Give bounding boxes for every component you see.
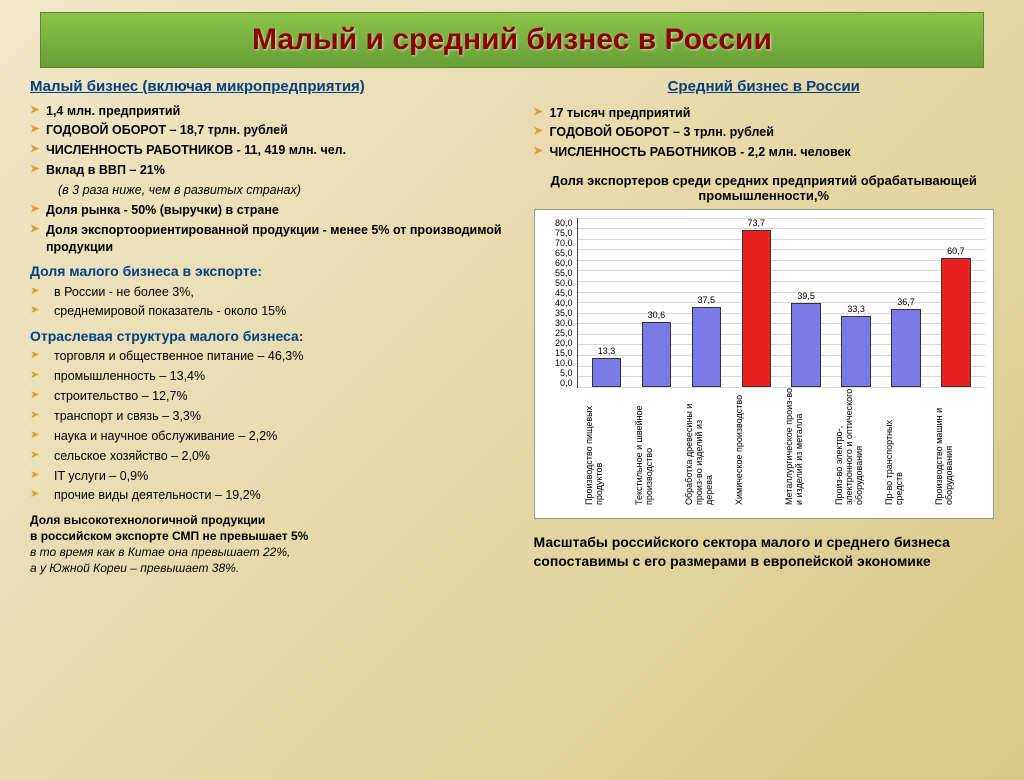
right-heading: Средний бизнес в России: [534, 78, 994, 95]
bar: [742, 230, 771, 387]
list-item: сельское хозяйство – 2,0%: [30, 446, 514, 466]
left-heading: Малый бизнес (включая микропредприятия): [30, 78, 514, 95]
bar-value-label: 36,7: [897, 297, 915, 307]
list-item: в России - не более 3%,: [30, 282, 514, 302]
bar-chart: 80,075,070,065,060,055,050,045,040,035,0…: [534, 209, 994, 519]
right-column: Средний бизнес в России 17 тысяч предпри…: [534, 78, 994, 577]
bar-value-label: 39,5: [797, 291, 815, 301]
bar-value-label: 33,3: [847, 304, 865, 314]
y-tick: 55,0: [543, 268, 573, 278]
list-item-sub: (в 3 раза ниже, чем в развитых странах): [30, 181, 514, 201]
list-item: 17 тысяч предприятий: [534, 103, 994, 123]
x-label: Металлургическое произ-во и изделий из м…: [785, 388, 827, 508]
bar-slot: 13,3: [586, 346, 628, 386]
bar: [891, 309, 920, 387]
sector-title: Отраслевая структура малого бизнеса:: [30, 328, 514, 344]
y-tick: 50,0: [543, 278, 573, 288]
y-tick: 45,0: [543, 288, 573, 298]
x-label: Обработка древесины и произ-во изделий и…: [685, 388, 727, 508]
x-label: Произ-во электро-, электронного и оптиче…: [835, 388, 877, 508]
left-column: Малый бизнес (включая микропредприятия) …: [30, 78, 514, 577]
bar-value-label: 37,5: [698, 295, 716, 305]
y-tick: 65,0: [543, 248, 573, 258]
y-tick: 80,0: [543, 218, 573, 228]
y-tick: 30,0: [543, 318, 573, 328]
bar-value-label: 60,7: [947, 246, 965, 256]
y-tick: 15,0: [543, 348, 573, 358]
y-tick: 20,0: [543, 338, 573, 348]
bar-slot: 37,5: [685, 295, 727, 387]
y-tick: 5,0: [543, 368, 573, 378]
x-label: Производство пищевых продуктов: [585, 388, 627, 508]
sector-list: торговля и общественное питание – 46,3% …: [30, 347, 514, 506]
list-item: ГОДОВОЙ ОБОРОТ – 3 трлн. рублей: [534, 123, 994, 143]
left-bullets-1: 1,4 млн. предприятий ГОДОВОЙ ОБОРОТ – 18…: [30, 101, 514, 257]
export-list: в России - не более 3%, среднемировой по…: [30, 282, 514, 322]
list-item: среднемировой показатель - около 15%: [30, 302, 514, 322]
chart-title: Доля экспортеров среди средних предприят…: [534, 173, 994, 203]
x-label: Пр-во транспортных средств: [885, 388, 927, 508]
list-item: торговля и общественное питание – 46,3%: [30, 347, 514, 367]
footnote: Доля высокотехнологичной продукции в рос…: [30, 512, 514, 577]
bar: [941, 258, 970, 387]
footnote-line: в то время как в Китае она превышает 22%…: [30, 544, 514, 560]
footnote-line: а у Южной Кореи – превышает 38%.: [30, 560, 514, 576]
bar-slot: 33,3: [835, 304, 877, 387]
list-item: прочие виды деятельности – 19,2%: [30, 486, 514, 506]
summary-text: Масштабы российского сектора малого и ср…: [534, 533, 994, 571]
right-bullets: 17 тысяч предприятий ГОДОВОЙ ОБОРОТ – 3 …: [534, 103, 994, 163]
bar-slot: 60,7: [935, 246, 977, 387]
export-title: Доля малого бизнеса в экспорте:: [30, 263, 514, 279]
content: Малый бизнес (включая микропредприятия) …: [0, 78, 1024, 577]
list-item: ЧИСЛЕННОСТЬ РАБОТНИКОВ - 11, 419 млн. че…: [30, 141, 514, 161]
bar: [791, 303, 820, 387]
x-label: Химическое производство: [735, 388, 777, 508]
page-title: Малый и средний бизнес в России: [61, 23, 963, 57]
list-item: промышленность – 13,4%: [30, 367, 514, 387]
x-label: Текстильное и швейное производство: [635, 388, 677, 508]
bar: [692, 307, 721, 387]
footnote-line: Доля высокотехнологичной продукции: [30, 512, 514, 528]
y-tick: 35,0: [543, 308, 573, 318]
bar-slot: 73,7: [735, 218, 777, 387]
title-bar: Малый и средний бизнес в России: [40, 12, 984, 68]
list-item: 1,4 млн. предприятий: [30, 101, 514, 121]
bar-slot: 30,6: [635, 310, 677, 387]
bar-value-label: 30,6: [648, 310, 666, 320]
list-item: Вклад в ВВП – 21%: [30, 161, 514, 181]
bar: [841, 316, 870, 387]
list-item: ГОДОВОЙ ОБОРОТ – 18,7 трлн. рублей: [30, 121, 514, 141]
bars-region: 13,3 30,6 37,5 73,7 39,5 33,3 36,7 60,7: [577, 218, 985, 388]
x-label: Производство машин и оборудования: [935, 388, 977, 508]
x-labels: Производство пищевых продуктовТекстильно…: [577, 388, 985, 508]
list-item: Доля экспортоориентированной продукции -…: [30, 220, 514, 257]
y-axis: 80,075,070,065,060,055,050,045,040,035,0…: [543, 218, 577, 388]
list-item: транспорт и связь – 3,3%: [30, 406, 514, 426]
list-item: IT услуги – 0,9%: [30, 466, 514, 486]
list-item: строительство – 12,7%: [30, 387, 514, 407]
bar-slot: 36,7: [885, 297, 927, 387]
bar-value-label: 73,7: [747, 218, 765, 228]
y-tick: 0,0: [543, 378, 573, 388]
chart-area: 80,075,070,065,060,055,050,045,040,035,0…: [543, 218, 985, 388]
bar: [642, 322, 671, 387]
list-item: ЧИСЛЕННОСТЬ РАБОТНИКОВ - 2,2 млн. челове…: [534, 143, 994, 163]
list-item: Доля рынка - 50% (выручки) в стране: [30, 200, 514, 220]
footnote-line: в российском экспорте СМП не превышает 5…: [30, 528, 514, 544]
y-tick: 40,0: [543, 298, 573, 308]
y-tick: 60,0: [543, 258, 573, 268]
y-tick: 25,0: [543, 328, 573, 338]
y-tick: 70,0: [543, 238, 573, 248]
bar-value-label: 13,3: [598, 346, 616, 356]
bar-slot: 39,5: [785, 291, 827, 387]
bar: [592, 358, 621, 386]
y-tick: 10,0: [543, 358, 573, 368]
list-item: наука и научное обслуживание – 2,2%: [30, 426, 514, 446]
y-tick: 75,0: [543, 228, 573, 238]
